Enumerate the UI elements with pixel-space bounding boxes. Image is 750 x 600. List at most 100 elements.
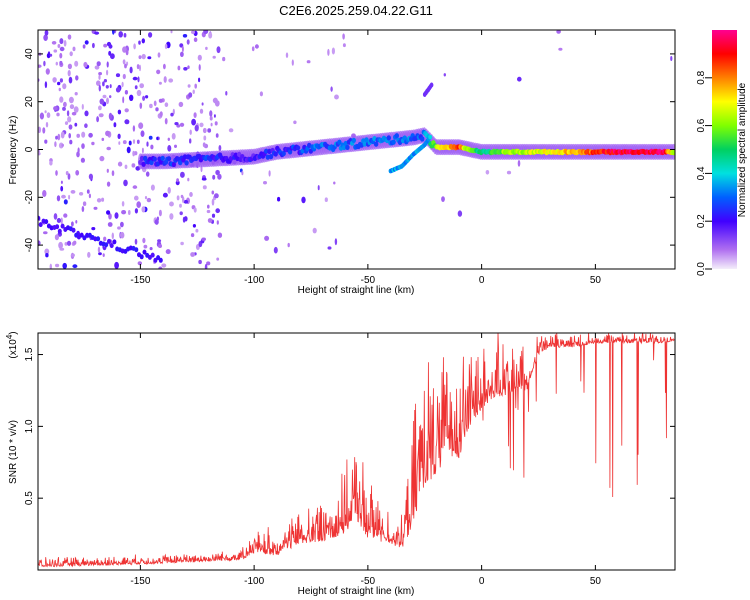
spectrogram-noise-cell	[179, 211, 183, 216]
spectrogram-noise-cell	[158, 98, 163, 103]
spectrogram-noise-cell	[164, 43, 168, 50]
spectrogram-noise-cell	[189, 192, 193, 197]
spectrogram-noise-cell	[60, 180, 63, 184]
spectrogram-streak-cell	[142, 249, 147, 255]
spectrogram-noise-cell	[155, 107, 159, 112]
spectrogram-noise-cell	[137, 261, 142, 266]
spectrogram-noise-cell	[167, 137, 170, 141]
spectrogram-noise-cell	[165, 249, 171, 255]
spectrogram-noise-cell	[201, 177, 207, 181]
spectrogram-noise-cell	[91, 227, 96, 231]
spectrogram-noise-cell	[38, 240, 41, 246]
spectrogram-ridge-cell	[178, 160, 183, 166]
spectrogram-noise-cell	[317, 185, 320, 191]
spectrogram-noise-cell	[108, 213, 112, 220]
spectrogram-noise-cell	[342, 33, 345, 40]
spectrogram-noise-cell	[293, 120, 297, 125]
spectrogram-noise-cell	[138, 40, 141, 45]
spectrogram-noise-cell	[123, 179, 128, 187]
spectrogram-ridge-cell	[386, 135, 391, 141]
spectrogram-noise-cell	[67, 70, 71, 77]
spectrogram-noise-cell	[69, 51, 73, 57]
spectrogram-noise-cell	[99, 155, 105, 162]
spectrogram-noise-cell	[209, 110, 213, 117]
spectrogram-noise-cell	[58, 241, 63, 249]
colorbar-label: Normalized spectral amplitude	[737, 82, 748, 217]
spectrogram-noise-cell	[108, 44, 113, 49]
spectrogram-noise-cell	[68, 76, 73, 84]
spectrogram-noise-cell	[106, 69, 109, 76]
spectrogram-streak-cell	[79, 232, 84, 238]
spectrogram-noise-cell	[81, 143, 85, 150]
spectrogram-noise-cell	[63, 213, 68, 218]
spectrogram-noise-cell	[73, 240, 77, 245]
spectrogram-ridge-cell	[420, 136, 425, 142]
spectrogram-noise-cell	[485, 170, 490, 175]
spectrogram-noise-cell	[49, 53, 53, 57]
spectrogram-ridge-cell	[281, 150, 286, 157]
spectrogram-noise-cell	[98, 252, 102, 256]
spectrogram-noise-cell	[75, 220, 78, 224]
spectrogram-noise-cell	[73, 106, 79, 113]
spectrogram-x-axis-label: Height of straight line (km)	[298, 285, 415, 296]
spectrogram-noise-cell	[218, 145, 222, 151]
spectrogram-noise-cell	[201, 237, 206, 241]
x-tick-label: -100	[244, 576, 264, 587]
spectrogram-noise-cell	[199, 108, 204, 114]
spectrogram-noise-cell	[105, 85, 109, 89]
spectrogram-noise-cell	[207, 218, 213, 223]
spectrogram-ridge-cell	[351, 137, 356, 143]
y-tick-label: 1.0	[24, 419, 35, 433]
spectrogram-noise-cell	[215, 133, 219, 138]
spectrogram-noise-cell	[556, 30, 561, 34]
spectrogram-noise-cell	[129, 66, 133, 74]
spectrogram-noise-cell	[121, 210, 127, 215]
spectrogram-noise-cell	[189, 129, 192, 135]
spectrogram-noise-cell	[129, 94, 134, 102]
spectrogram-ridge-cell	[182, 154, 188, 160]
spectrogram-noise-cell	[137, 76, 140, 83]
spectrogram-streak-cell	[55, 224, 60, 230]
spectrogram-noise-cell	[86, 189, 90, 194]
spectrogram-streak-cell	[60, 223, 65, 229]
spectrogram-noise-cell	[174, 144, 177, 148]
spectrogram-noise-cell	[141, 38, 145, 44]
spectrogram-noise-cell	[457, 210, 463, 217]
spectrogram-noise-cell	[183, 67, 188, 71]
spectrogram-noise-cell	[194, 124, 199, 132]
spectrogram-noise-cell	[177, 65, 181, 71]
spectrogram-noise-cell	[191, 30, 195, 34]
spectrogram-noise-cell	[132, 125, 136, 132]
spectrogram-noise-cell	[142, 237, 146, 244]
spectrogram-noise-cell	[143, 244, 148, 249]
spectrogram-noise-cell	[164, 118, 168, 125]
spectrogram-noise-cell	[125, 49, 129, 56]
spectrogram-noise-cell	[124, 90, 128, 95]
spectrogram-noise-cell	[193, 207, 197, 213]
spectrogram-noise-cell	[215, 169, 220, 176]
spectrogram-noise-cell	[115, 87, 121, 93]
spectrogram-noise-cell	[43, 231, 48, 235]
spectrogram-noise-cell	[58, 87, 61, 92]
spectrogram-noise-cell	[67, 116, 72, 123]
spectrogram-streak-cell	[82, 235, 87, 241]
spectrogram-noise-cell	[167, 187, 171, 194]
snr-y-scale-close: )	[8, 331, 19, 334]
spectrogram-noise-cell	[81, 131, 86, 138]
spectrogram-noise-cell	[150, 144, 154, 150]
spectrogram-noise-cell	[188, 92, 193, 98]
spectrogram-x-ticks: -150 -100 -50 0 50	[130, 30, 601, 286]
spectrogram-noise-cell	[124, 164, 128, 169]
spectrogram-ridge-cell	[287, 149, 293, 155]
spectrogram-noise-cell	[79, 192, 84, 196]
spectrogram-ridge-cell	[152, 156, 157, 162]
spectrogram-ridge-cell	[160, 155, 165, 161]
spectrogram-noise-cell	[101, 197, 105, 202]
spectrogram-noise-cell	[121, 201, 125, 207]
spectrogram-noise-cell	[187, 65, 190, 69]
spectrogram-ridge-cell	[268, 154, 274, 160]
spectrogram-noise-cell	[109, 84, 112, 89]
spectrogram-streak-cell	[85, 232, 90, 238]
spectrogram-noise-cell	[141, 147, 144, 154]
spectrogram-noise-cell	[49, 160, 53, 166]
